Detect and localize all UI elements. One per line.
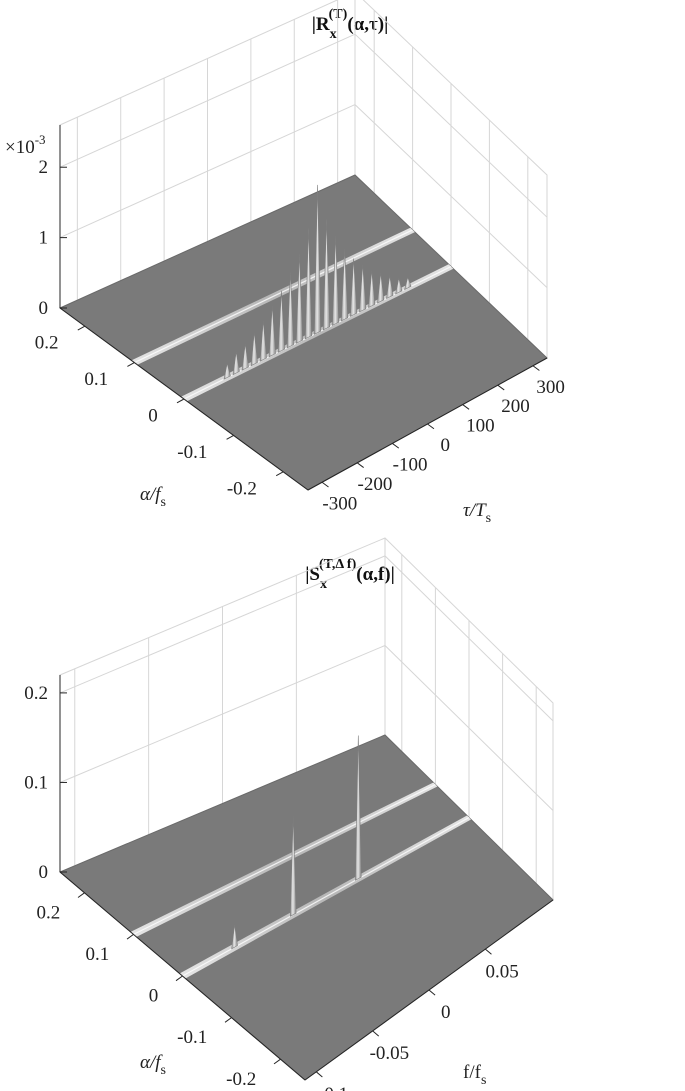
chart1-x-axis-label: τ/Ts [463,500,491,526]
surface-peak [289,816,297,917]
y-tick-mark [176,398,185,404]
y-tick-label: -0.1 [177,442,207,463]
x-tick-label: -300 [322,493,357,514]
x-tick-mark [356,462,364,468]
x-tick-mark [427,423,435,430]
surface-peak [231,924,238,950]
surface-peak [268,305,276,358]
surface-peak [223,363,231,380]
chart1-z-exponent: ×10-3 [5,132,46,158]
y-tick-label: -0.2 [227,478,257,499]
z-gridline [59,555,554,722]
surface-peak [322,219,331,331]
z-tick-label: 2 [39,157,49,178]
axes: -0.1 -0.05 0 0.05 -0.2 -0.1 0 0.1 0.2 0 0.1 0.2 [24,675,554,1091]
surface-floor [59,174,548,491]
x-tick-label: 0.05 [486,961,519,982]
x-tick-mark [532,365,540,371]
z-tick-label: 0 [39,298,49,319]
y-tick-mark [127,362,135,367]
x-tick-mark [392,443,400,449]
x-tick-mark [315,1071,323,1078]
x-tick-label: 300 [536,377,565,398]
surface-ridge-line [133,783,436,935]
z-tick-label: 0 [39,862,49,883]
surface-peak [286,272,294,349]
chart2-plot: -0.1 -0.05 0 0.05 -0.2 -0.1 0 0.1 0.2 0 0.1 0.2 [24,537,554,1091]
surface-ridge-line [134,229,413,364]
chart1-y-axis-label: α/fs [140,484,166,510]
x-tick-label: -100 [393,454,428,475]
y-tick-mark [126,933,134,940]
surface-ridge-line [182,816,470,977]
x-tick-mark [321,481,329,488]
x-tick-mark [372,1030,380,1037]
surface-peak [368,270,376,309]
y-tick-label: 0.1 [84,369,108,390]
y-tick-label: -0.1 [177,1027,207,1048]
chart2-title: |Sx(T,Δ f)(α,f)| [305,557,395,592]
y-tick-label: 0.1 [85,944,109,965]
surface-peak [355,735,362,881]
surface-peak [377,273,385,304]
x-tick-label: -0.1 [318,1084,348,1091]
y-tick-mark [273,1058,281,1065]
x-tick-label: 0 [440,435,450,456]
surface-peak [313,184,322,335]
surface-peak [404,276,412,291]
y-tick-mark [175,975,183,982]
x-tick-mark [497,384,505,391]
chart1-plot: -300-200-100 0 100 200 300 -0.2 -0.1 0 0.1 0.2 0 1 2 [35,0,565,514]
y-tick-mark [77,892,85,898]
y-tick-label: 0 [148,406,158,427]
x-tick-label: -0.05 [370,1043,410,1064]
x-tick-label: 200 [501,396,530,417]
x-tick-mark [485,948,492,955]
y-tick-label: -0.2 [226,1069,256,1090]
x-tick-mark [462,404,470,410]
surface-peak [250,332,258,367]
axes: -300-200-100 0 100 200 300 -0.2 -0.1 0 0.1 0.2 0 1 2 [35,125,565,514]
y-tick-label: 0 [149,986,159,1007]
x-tick-mark [428,989,436,996]
y-tick-mark [224,1017,232,1023]
surface-peak [232,351,240,376]
z-gridline [59,104,548,288]
surface-peak [386,275,394,300]
x-tick-label: -200 [358,474,393,495]
z-gridline [59,644,554,811]
x-tick-label: 100 [466,416,495,437]
surface-peak [277,290,285,353]
surface-peak [341,248,349,322]
z-tick-label: 0.2 [24,683,48,704]
y-tick-mark [226,434,234,440]
surface-peak [350,258,358,317]
y-tick-mark [275,471,284,477]
y-tick-label: 0.2 [35,333,59,354]
surface-peak [332,235,340,326]
x-tick-label: 0 [441,1002,451,1023]
y-tick-label: 0.2 [36,902,60,923]
chart2-x-axis-label: f/fs [463,1062,486,1088]
z-tick-label: 1 [39,228,49,249]
chart2-y-axis-label: α/fs [140,1052,166,1078]
surface-peak [304,228,313,340]
y-tick-mark [77,325,86,331]
z-tick-label: 0.1 [24,772,48,793]
surface-peak [295,253,303,344]
surface-peak [241,343,249,371]
surface-peak [259,320,267,362]
z-gridline [59,33,548,218]
surface-peak [395,278,403,295]
surface-peak [359,264,367,313]
